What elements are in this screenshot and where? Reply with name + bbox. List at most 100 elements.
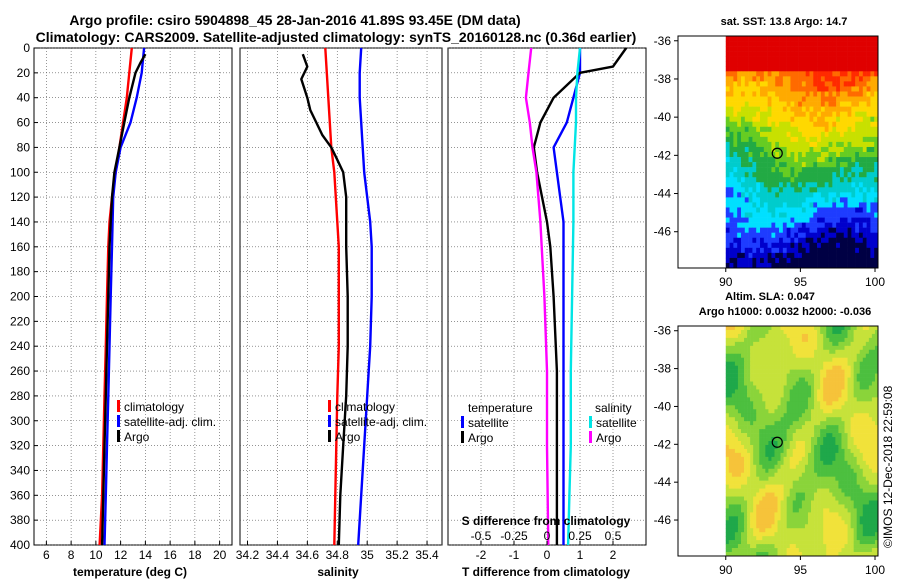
sla-cell	[777, 381, 781, 386]
sst-cell	[870, 56, 875, 62]
sst-cell	[858, 121, 864, 128]
sst-cell	[748, 46, 753, 52]
sst-cell	[832, 152, 837, 158]
sst-cell	[740, 252, 746, 259]
sla-cell	[874, 329, 879, 335]
sst-cell	[725, 262, 730, 269]
sst-cell	[771, 252, 776, 259]
sla-cell	[856, 333, 861, 339]
sla-cell	[829, 393, 833, 398]
sla-cell	[789, 441, 794, 446]
sst-cell	[809, 116, 814, 123]
sla-cell	[811, 326, 815, 331]
sst-cell	[729, 86, 734, 92]
sla-cell	[844, 452, 848, 458]
sst-cell	[767, 257, 772, 264]
sla-cell	[838, 413, 842, 418]
sla-cell	[768, 472, 772, 477]
sst-map: sat. SST: 13.8 Argo: 14.7 -36-38-40-42-4…	[654, 16, 886, 289]
sla-cell	[762, 452, 766, 458]
sla-cell	[865, 381, 870, 386]
sla-cell	[801, 401, 806, 406]
sla-cell	[874, 385, 879, 390]
sst-cell	[729, 96, 734, 102]
sla-cell	[774, 353, 778, 359]
sla-cell	[728, 544, 733, 549]
sla-cell	[786, 500, 790, 505]
sst-cell	[737, 232, 742, 239]
sst-cell	[725, 172, 730, 178]
sla-cell	[856, 484, 861, 489]
sst-cell	[794, 207, 799, 213]
sla-cell	[859, 429, 864, 434]
sla-cell	[823, 421, 827, 426]
sla-cell	[753, 437, 757, 442]
sla-cell	[768, 397, 772, 402]
sst-cell	[870, 81, 875, 87]
sst-cell	[740, 222, 746, 228]
sst-cell	[847, 207, 852, 213]
sst-cell	[740, 126, 746, 133]
sst-cell	[771, 207, 776, 213]
legend-salinity-title: salinity	[595, 401, 632, 415]
sla-cell	[859, 524, 864, 529]
sla-cell	[814, 329, 818, 335]
sla-cell	[756, 373, 760, 378]
sst-cell	[801, 86, 806, 92]
sla-cell	[792, 421, 797, 426]
sla-cell	[786, 405, 790, 410]
sla-cell	[847, 532, 851, 537]
sla-cell	[759, 460, 763, 466]
salinity-legend: climatology satellite-adj. clim. Argo	[328, 400, 427, 444]
sst-cell	[779, 197, 784, 203]
sst-cell	[775, 86, 780, 92]
sla-cell	[747, 492, 751, 497]
sla-cell	[804, 528, 809, 533]
sst-cell	[740, 136, 746, 143]
sla-cell	[838, 409, 842, 414]
sla-cell	[804, 540, 809, 545]
sst-cell	[805, 257, 810, 264]
sla-cell	[841, 468, 845, 474]
sla-cell	[868, 389, 873, 394]
sst-cell	[866, 202, 871, 208]
sla-cell	[725, 460, 730, 466]
sst-cell	[817, 136, 822, 143]
sla-cell	[807, 389, 812, 394]
sla-cell	[847, 433, 851, 438]
figure-title-line1: Argo profile: csiro 5904898_45 28-Jan-20…	[69, 12, 520, 28]
sst-cell	[832, 91, 837, 97]
sla-cell	[853, 492, 857, 497]
sst-cell	[760, 46, 765, 52]
sla-cell	[841, 508, 845, 513]
sst-cell	[839, 262, 845, 269]
sst-cell	[847, 257, 852, 264]
sla-cell	[795, 377, 800, 382]
sst-cell	[851, 66, 856, 72]
sst-cell	[813, 182, 818, 188]
sla-cell	[871, 365, 876, 370]
sst-cell	[775, 76, 780, 82]
sla-cell	[807, 337, 812, 343]
sla-cell	[768, 512, 772, 517]
sla-cell	[856, 488, 861, 493]
sla-cell	[774, 409, 778, 414]
sla-cell	[774, 544, 778, 549]
sla-cell	[740, 326, 745, 331]
sst-cell	[832, 81, 837, 87]
sla-cell	[780, 464, 784, 470]
sst-cell	[817, 111, 822, 117]
sla-cell	[838, 397, 842, 402]
sla-cell	[786, 365, 790, 370]
sst-cell	[786, 217, 791, 223]
sla-cell	[856, 425, 861, 430]
sst-cell	[839, 242, 845, 249]
sst-cell	[809, 76, 814, 82]
sst-cell	[763, 56, 768, 62]
sla-cell	[740, 496, 745, 501]
sla-cell	[865, 448, 870, 454]
sla-cell	[737, 488, 742, 493]
sst-cell	[874, 207, 879, 213]
sst-cell	[836, 192, 841, 198]
sla-cell	[811, 552, 815, 557]
